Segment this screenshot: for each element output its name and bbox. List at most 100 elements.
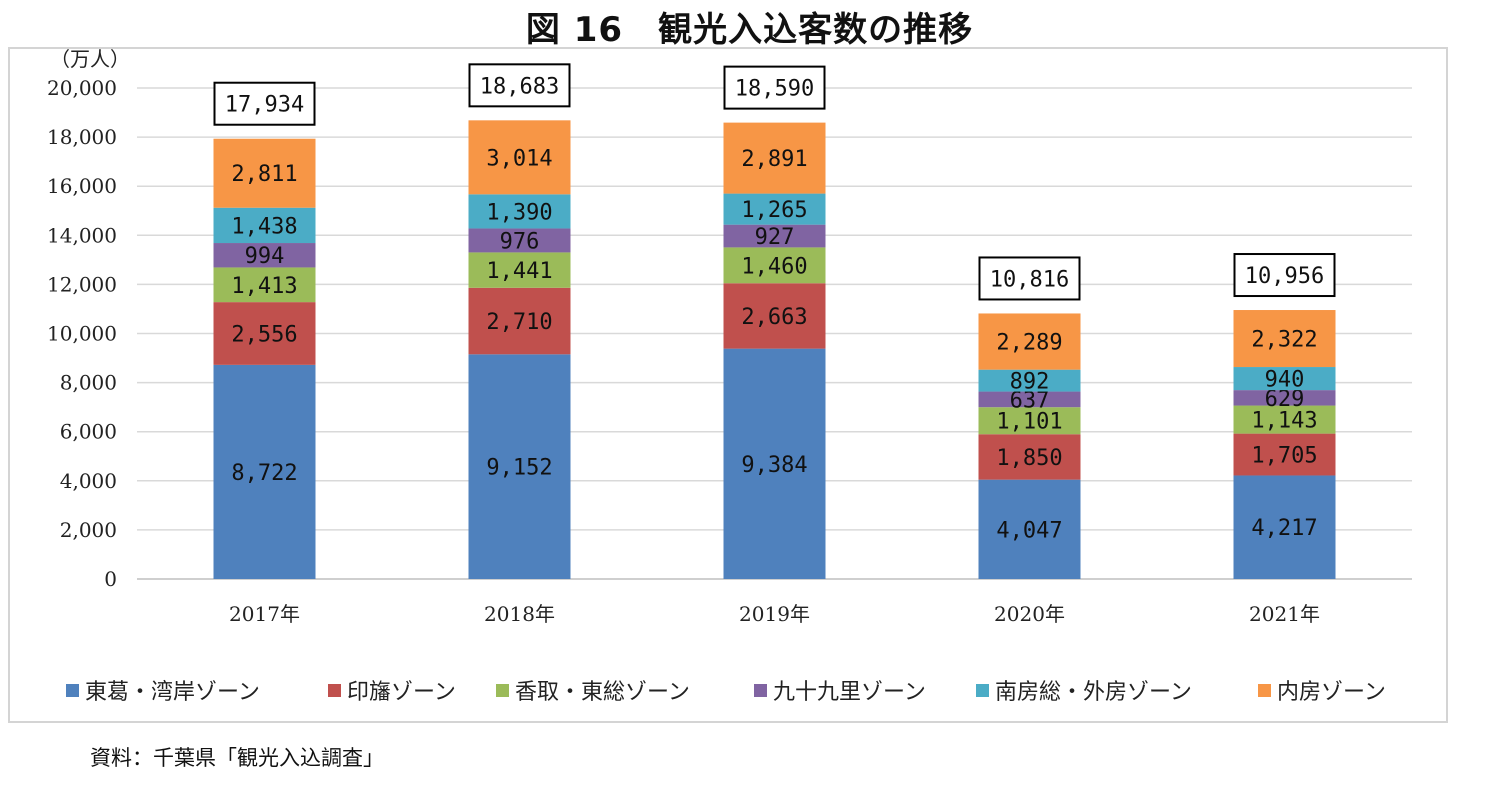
bar-segment	[978, 369, 1081, 392]
data-label: 1,460	[741, 254, 807, 279]
bar-segment	[1233, 475, 1336, 579]
bars: 8,722 2,556 1,413 994 1,438 2,811 17,934 9,152 2…	[213, 63, 1336, 579]
legend-label: 香取・東総ゾーン	[515, 680, 690, 705]
data-label: 1,101	[996, 410, 1062, 435]
total-label: 18,683	[480, 74, 559, 99]
bar-segment	[468, 120, 571, 195]
bar-segment	[723, 193, 826, 225]
legend-label: 東葛・湾岸ゾーン	[85, 680, 260, 705]
bar-segment	[213, 138, 316, 208]
bar-segment	[1233, 310, 1336, 368]
y-tick-label: 20,000	[47, 76, 117, 100]
chart-title: 図 16 観光入込客数の推移	[525, 10, 974, 50]
total-label-box	[1233, 253, 1336, 298]
bar-segment	[723, 247, 826, 284]
data-label: 629	[1265, 387, 1305, 412]
bar-segment	[723, 283, 826, 349]
bar-segment	[468, 252, 571, 288]
x-tick-label: 2018年	[484, 602, 555, 626]
bar-segment	[468, 287, 571, 355]
legend-label: 南房総・外房ゾーン	[995, 680, 1192, 705]
bar-segment	[978, 391, 1081, 408]
bar-segment	[978, 434, 1081, 480]
bar-segment	[1233, 433, 1336, 476]
data-label: 1,413	[231, 274, 297, 299]
x-tick-label: 2020年	[994, 602, 1065, 626]
data-label: 9,384	[741, 453, 807, 478]
bar-segment	[213, 267, 316, 303]
data-label: 1,143	[1251, 409, 1317, 434]
bar-stack: 9,152 2,710 1,441 976 1,390 3,014 18,683	[468, 63, 571, 579]
data-label: 9,152	[486, 456, 552, 481]
data-label: 1,850	[996, 446, 1062, 471]
x-axis-ticks: 2017年 2018年 2019年 2020年 2021年	[229, 602, 1320, 626]
x-tick-label: 2021年	[1249, 602, 1320, 626]
y-axis-unit-label: （万人）	[50, 47, 130, 71]
data-label: 1,390	[486, 200, 552, 225]
bar-segment	[723, 348, 826, 579]
data-label: 2,811	[231, 162, 297, 187]
legend-item: 内房ゾーン	[1258, 674, 1386, 706]
bar-segment	[978, 479, 1081, 579]
data-label: 2,891	[741, 147, 807, 172]
legend-item: 南房総・外房ゾーン	[976, 674, 1192, 706]
chart-frame	[8, 47, 1448, 723]
legend-swatch	[328, 683, 341, 697]
data-label: 1,705	[1251, 444, 1317, 469]
x-tick-label: 2019年	[739, 602, 810, 626]
legend: 東葛・湾岸ゾーン 印旛ゾーン 香取・東総ゾーン 九十九里ゾーン 南房総・外房ゾーン 内房ゾ…	[66, 674, 1446, 706]
x-tick-label: 2017年	[229, 602, 300, 626]
data-label: 994	[245, 244, 285, 269]
data-label: 1,265	[741, 198, 807, 223]
bar-segment	[468, 228, 571, 253]
y-tick-label: 6,000	[60, 420, 117, 444]
total-label-box	[723, 65, 826, 110]
data-label: 3,014	[486, 146, 552, 171]
bar-segment	[1233, 405, 1336, 434]
legend-label: 内房ゾーン	[1277, 680, 1386, 705]
bar-segment	[978, 313, 1081, 370]
bar-segment	[978, 407, 1081, 435]
bar-segment	[468, 194, 571, 229]
source-note: 資料：千葉県「観光入込調査」	[90, 746, 384, 770]
legend-swatch	[496, 683, 509, 697]
legend-item: 香取・東総ゾーン	[496, 674, 690, 706]
legend-swatch	[976, 683, 989, 697]
data-label: 8,722	[231, 461, 297, 486]
total-label: 10,816	[990, 267, 1069, 292]
data-label: 2,710	[486, 310, 552, 335]
legend-swatch	[754, 683, 767, 697]
y-tick-label: 4,000	[60, 469, 117, 493]
data-label: 637	[1010, 388, 1050, 413]
total-label: 17,934	[225, 93, 304, 118]
bar-segment	[213, 207, 316, 244]
y-tick-label: 8,000	[60, 371, 117, 395]
legend-swatch	[66, 683, 79, 697]
bar-segment	[723, 224, 826, 248]
y-tick-label: 12,000	[47, 272, 117, 296]
bar-segment	[723, 122, 826, 194]
y-axis-ticks: 0 2,000 4,000 6,000 8,000 10,000 12,000 14,000 1…	[47, 76, 117, 591]
y-tick-label: 16,000	[47, 174, 117, 198]
data-label: 2,556	[231, 323, 297, 348]
bar-stack: 8,722 2,556 1,413 994 1,438 2,811 17,934	[213, 81, 316, 579]
data-label: 940	[1265, 368, 1305, 393]
bar-segment	[468, 354, 571, 579]
total-label: 10,956	[1245, 264, 1324, 289]
bar-segment	[1233, 390, 1336, 406]
data-label: 927	[755, 225, 795, 250]
y-tick-label: 18,000	[47, 125, 117, 149]
legend-label: 九十九里ゾーン	[773, 680, 926, 705]
total-label-box	[213, 81, 316, 126]
bar-segment	[1233, 367, 1336, 391]
total-label-box	[978, 256, 1081, 301]
legend-swatch	[1258, 683, 1271, 697]
y-tick-label: 10,000	[47, 322, 117, 346]
legend-label: 印旛ゾーン	[347, 680, 456, 705]
y-tick-label: 14,000	[47, 223, 117, 247]
bar-segment	[213, 302, 316, 365]
